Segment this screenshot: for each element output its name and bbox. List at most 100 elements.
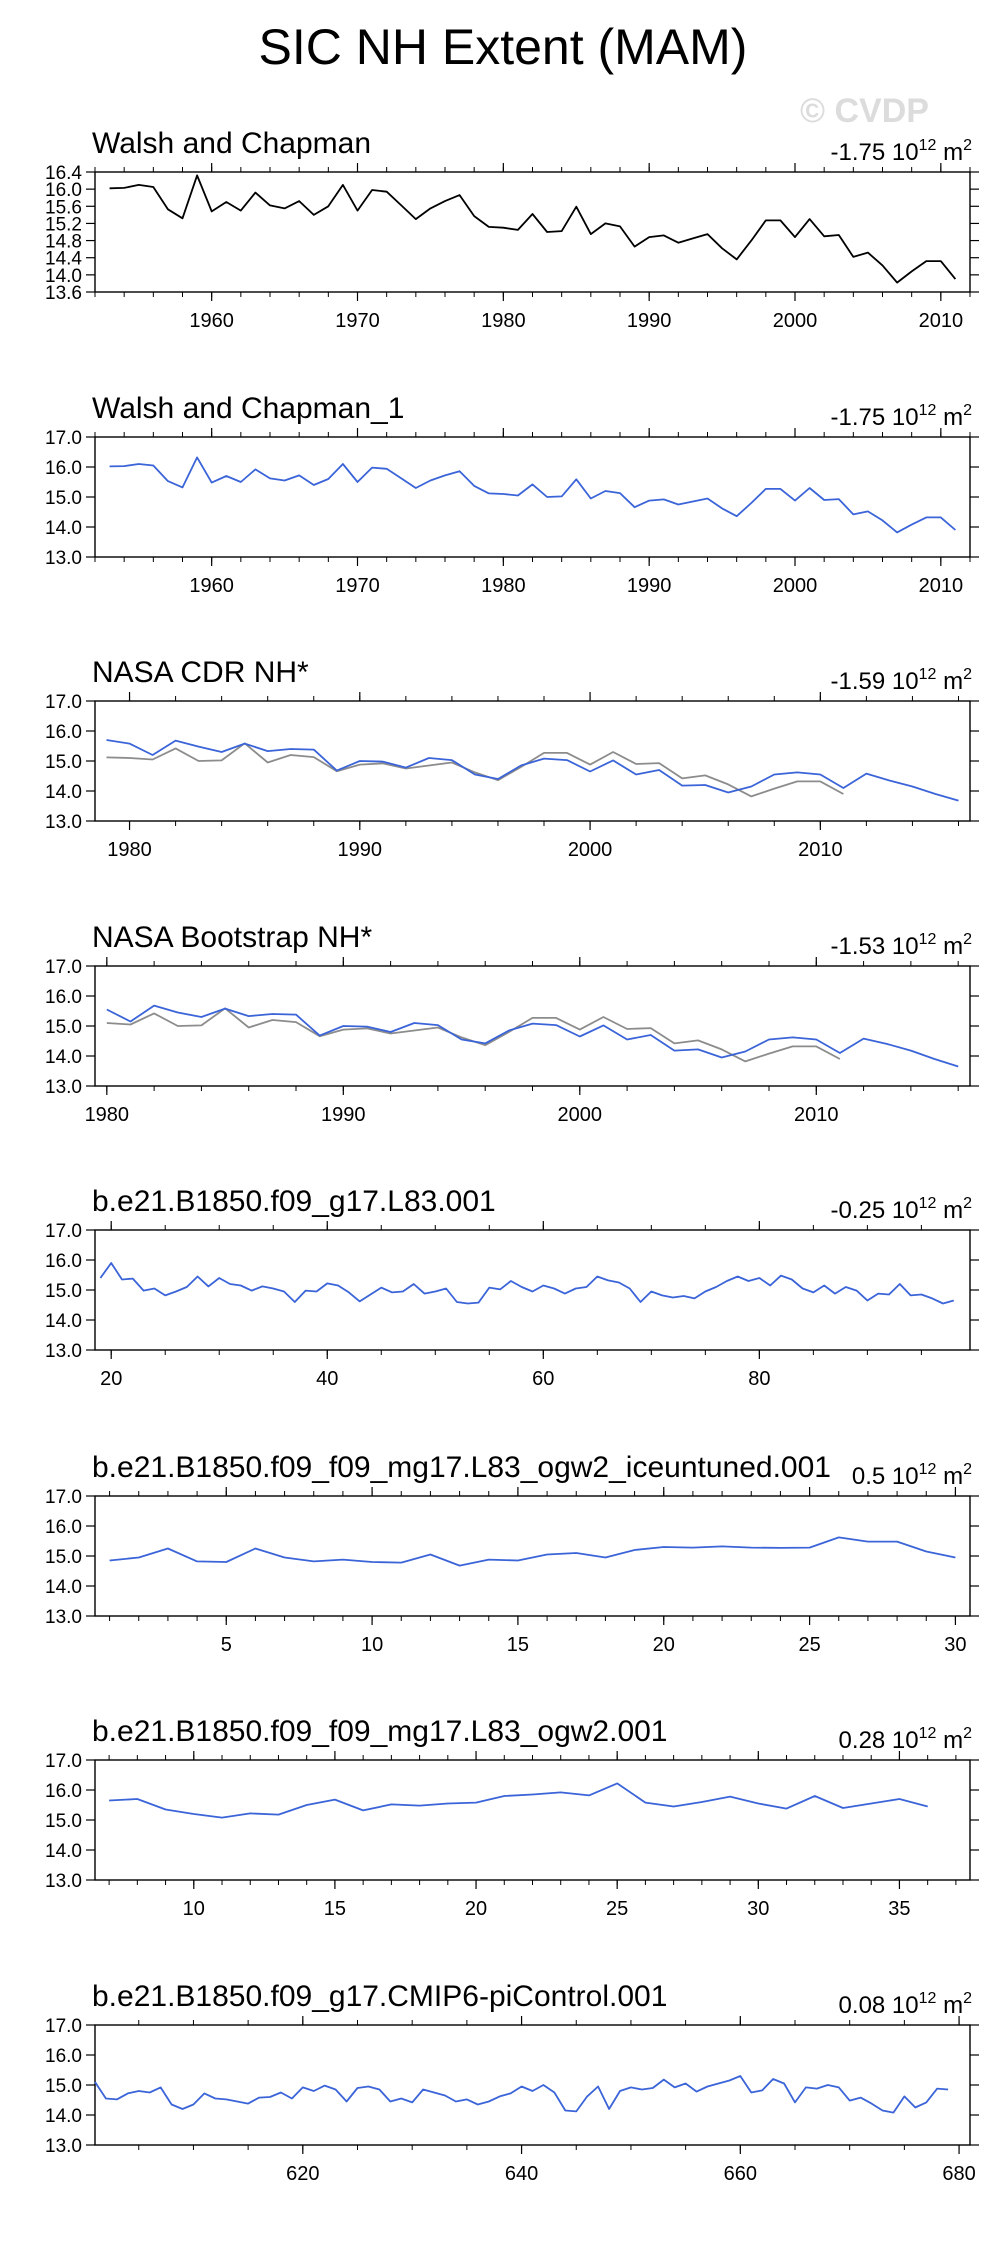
series-line-2 xyxy=(106,739,959,802)
plot-frame xyxy=(94,2024,971,2146)
y-tick-label: 15.0 xyxy=(45,1281,82,1302)
figure-title: SIC NH Extent (MAM) xyxy=(258,19,748,75)
plot-frame xyxy=(94,965,971,1087)
series-line-1 xyxy=(109,1536,956,1567)
x-tick-label: 40 xyxy=(316,1368,338,1390)
y-tick-label: 16.0 xyxy=(45,1251,82,1272)
x-tick-label: 35 xyxy=(888,1898,910,1920)
x-tick-label: 2000 xyxy=(568,839,613,861)
y-tick-label: 17.0 xyxy=(45,2016,82,2037)
x-tick-label: 660 xyxy=(724,2163,757,2185)
y-tick-label: 14.0 xyxy=(45,1841,82,1862)
series-line-1 xyxy=(94,2075,949,2114)
trend-label: 0.08 1012 m2 xyxy=(839,1990,973,2019)
trend-label: -1.53 1012 m2 xyxy=(831,931,973,960)
panel-title: b.e21.B1850.f09_g17.L83.001 xyxy=(92,1185,496,1218)
y-tick-label: 16.0 xyxy=(45,1517,82,1538)
y-tick-label: 17.0 xyxy=(45,1221,82,1242)
chart-panel-1: Walsh and Chapman -1.75 1012 m213.614.014… xyxy=(45,127,979,332)
chart-panel-5: b.e21.B1850.f09_g17.L83.001 -0.25 1012 m2… xyxy=(45,1185,979,1390)
x-tick-label: 640 xyxy=(505,2163,538,2185)
x-tick-label: 15 xyxy=(507,1634,529,1656)
x-tick-label: 1980 xyxy=(481,310,526,332)
y-tick-label: 15.0 xyxy=(45,1017,82,1038)
watermark-text: © CVDP xyxy=(800,92,929,130)
y-tick-label: 14.0 xyxy=(45,266,82,287)
x-tick-label: 620 xyxy=(286,2163,319,2185)
x-tick-label: 1980 xyxy=(85,1104,130,1126)
chart-panel-6: b.e21.B1850.f09_f09_mg17.L83_ogw2_iceunt… xyxy=(45,1451,979,1656)
trend-label: 0.5 1012 m2 xyxy=(852,1461,972,1490)
x-tick-label: 2010 xyxy=(919,310,964,332)
y-tick-label: 16.0 xyxy=(45,722,82,743)
plot-frame xyxy=(94,171,971,293)
x-tick-label: 2010 xyxy=(919,575,964,597)
x-tick-label: 1980 xyxy=(107,839,152,861)
chart-panel-2: Walsh and Chapman_1 -1.75 1012 m2 13.0 14.0… xyxy=(45,392,979,597)
series-line-1 xyxy=(109,1782,928,1819)
x-tick-label: 1990 xyxy=(627,575,672,597)
panel-title: b.e21.B1850.f09_f09_mg17.L83_ogw2.001 xyxy=(92,1715,668,1748)
y-tick-label: 16.0 xyxy=(45,180,82,201)
y-tick-label: 13.0 xyxy=(45,1341,82,1362)
chart-panel-3: NASA CDR NH* -1.59 1012 m2 13.0 14.0 15.0 16.… xyxy=(45,656,979,861)
y-tick-label: 15.0 xyxy=(45,1811,82,1832)
x-tick-label: 30 xyxy=(944,1634,966,1656)
x-tick-label: 10 xyxy=(361,1634,383,1656)
y-tick-label: 14.0 xyxy=(45,782,82,803)
plot-frame xyxy=(94,1759,971,1881)
y-tick-label: 17.0 xyxy=(45,1751,82,1772)
series-line-1 xyxy=(106,1007,841,1063)
trend-label: -0.25 1012 m2 xyxy=(831,1195,973,1224)
x-tick-label: 80 xyxy=(748,1368,770,1390)
y-tick-label: 13.0 xyxy=(45,812,82,833)
series-line-1 xyxy=(106,742,844,798)
x-tick-label: 30 xyxy=(747,1898,769,1920)
x-tick-label: 1980 xyxy=(481,575,526,597)
chart-panel-4: NASA Bootstrap NH* -1.53 1012 m2 13.0 14.0 1… xyxy=(45,921,979,1126)
x-tick-label: 2010 xyxy=(794,1104,839,1126)
x-tick-label: 2000 xyxy=(773,575,818,597)
x-tick-label: 1970 xyxy=(335,575,380,597)
y-tick-label: 16.0 xyxy=(45,1781,82,1802)
y-tick-label: 13.0 xyxy=(45,2136,82,2157)
y-tick-label: 13.0 xyxy=(45,548,82,569)
chart-panel-7: b.e21.B1850.f09_f09_mg17.L83_ogw2.001 0.2… xyxy=(45,1715,979,1920)
y-tick-label: 16.0 xyxy=(45,987,82,1008)
y-tick-label: 14.8 xyxy=(45,232,82,253)
y-tick-label: 13.0 xyxy=(45,1077,82,1098)
x-tick-label: 2010 xyxy=(798,839,843,861)
y-tick-label: 16.0 xyxy=(45,2046,82,2067)
x-tick-label: 1990 xyxy=(338,839,383,861)
plot-frame xyxy=(94,1229,971,1351)
y-tick-label: 15.0 xyxy=(45,1547,82,1568)
y-tick-label: 13.0 xyxy=(45,1871,82,1892)
chart-panel-8: b.e21.B1850.f09_g17.CMIP6-piControl.001 0… xyxy=(45,1980,979,2185)
y-tick-label: 14.0 xyxy=(45,1577,82,1598)
y-tick-label: 14.4 xyxy=(45,249,82,270)
series-line-2 xyxy=(106,1004,959,1068)
y-tick-label: 14.0 xyxy=(45,2106,82,2127)
trend-label: -1.75 1012 m2 xyxy=(831,137,973,166)
x-tick-label: 20 xyxy=(465,1898,487,1920)
plot-frame xyxy=(94,436,971,558)
y-tick-label: 15.0 xyxy=(45,752,82,773)
y-tick-label: 14.0 xyxy=(45,1047,82,1068)
x-tick-label: 680 xyxy=(942,2163,975,2185)
y-tick-label: 15.6 xyxy=(45,197,82,218)
x-tick-label: 1990 xyxy=(627,310,672,332)
y-tick-label: 17.0 xyxy=(45,957,82,978)
series-line-1 xyxy=(109,456,956,534)
x-tick-label: 2000 xyxy=(773,310,818,332)
x-tick-label: 20 xyxy=(653,1634,675,1656)
x-tick-label: 10 xyxy=(183,1898,205,1920)
y-tick-label: 15.0 xyxy=(45,488,82,509)
x-tick-label: 60 xyxy=(532,1368,554,1390)
x-tick-label: 25 xyxy=(606,1898,628,1920)
x-tick-label: 25 xyxy=(798,1634,820,1656)
x-tick-label: 20 xyxy=(100,1368,122,1390)
series-line-1 xyxy=(99,1262,955,1305)
panel-title: NASA Bootstrap NH* xyxy=(92,921,372,954)
y-tick-label: 17.0 xyxy=(45,428,82,449)
